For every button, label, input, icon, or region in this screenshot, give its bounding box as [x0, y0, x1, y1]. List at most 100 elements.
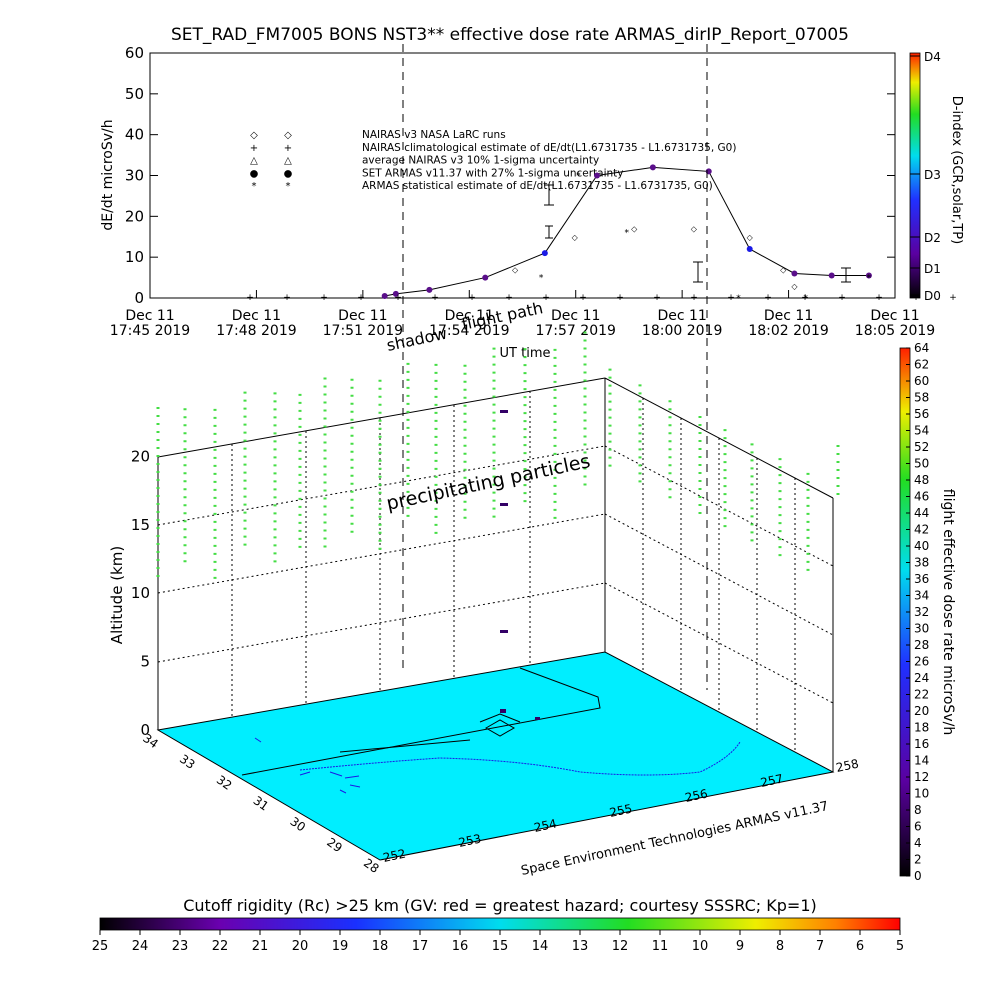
- x-tick-label-date: Dec 11: [232, 308, 281, 324]
- top-title: SET_RAD_FM7005 BONS NST3** effective dos…: [171, 25, 849, 45]
- dose-rate-tick-label: 4: [914, 836, 922, 850]
- cutoff-tick-label: 5: [896, 939, 904, 954]
- y-tick-label: 0: [134, 289, 144, 307]
- armas-point: [746, 246, 753, 252]
- dose-rate-tick-label: 8: [914, 803, 922, 817]
- dose-rate-tick-label: 48: [914, 473, 929, 487]
- altitude-ticks: 0 5 10 15 20: [131, 447, 150, 739]
- cutoff-tick-label: 11: [652, 939, 669, 954]
- x-tick-label-time: 17:51 2019: [323, 323, 403, 339]
- dose-rate-tick-label: 2: [914, 853, 922, 867]
- dose-rate-tick-label: 30: [914, 622, 929, 636]
- dose-rate-tick-label: 18: [914, 721, 929, 735]
- d-index-tick-label: D2: [924, 231, 941, 245]
- dose-rate-tick-label: 36: [914, 572, 929, 586]
- cutoff-tick-label: 16: [452, 939, 469, 954]
- x-tick-label-time: 17:57 2019: [535, 323, 615, 339]
- armas-point: [392, 290, 399, 297]
- legend-symbol: *: [252, 181, 257, 192]
- climatological-point: +: [246, 293, 254, 303]
- cutoff-tick-label: 9: [736, 939, 744, 954]
- latitude-tick-label: 33: [177, 752, 198, 772]
- top-y-ticks: 0 10 20 30 40 50 60: [125, 44, 895, 307]
- climatological-point: +: [579, 293, 587, 303]
- dose-rate-tick-label: 62: [914, 358, 929, 372]
- dose-rate-tick-label: 34: [914, 589, 929, 603]
- dose-rate-tick-label: 38: [914, 556, 929, 570]
- armas-statistical-point: *: [867, 274, 872, 284]
- longitude-ticks: 252 253 254 255 256 257 258: [382, 756, 860, 864]
- dose-rate-tick-label: 24: [914, 671, 929, 685]
- nairas-point: ◇: [512, 265, 519, 274]
- cutoff-rigidity-ticks: 25 24 23 22 21 20 19 18 17 16 15 14 13 12 11 10 9 8 7 6 5: [92, 930, 904, 954]
- climatological-point: +: [542, 293, 550, 303]
- legend-entry: NAIRAS v3 NASA LaRC runs: [362, 129, 506, 141]
- d-index-label: D-index (GCR,solar,TP): [949, 96, 964, 244]
- longitude-tick-label: 256: [684, 786, 709, 804]
- x-tick-label-date: Dec 11: [657, 308, 706, 324]
- longitude-tick-label: 254: [533, 816, 558, 834]
- longitude-tick-label: 258: [835, 756, 860, 774]
- latitude-tick-label: 30: [287, 814, 308, 834]
- x-tick-label-time: 17:54 2019: [429, 323, 509, 339]
- cutoff-rigidity-colorbar: [99, 917, 901, 931]
- longitude-tick-label: 255: [608, 801, 633, 819]
- armas-point: [791, 270, 798, 277]
- d-index-tick-label: D3: [924, 168, 941, 182]
- dose-rate-tick-label: 6: [914, 820, 922, 834]
- dose-rate-tick-label: 12: [914, 770, 929, 784]
- cutoff-tick-label: 18: [372, 939, 389, 954]
- legend-symbol: ●: [284, 168, 293, 179]
- armas-statistical-point: *: [736, 294, 741, 304]
- armas-point: [828, 272, 835, 279]
- armas-point: [482, 274, 489, 281]
- x-tick-label-date: Dec 11: [125, 308, 174, 324]
- x-tick-label-date: Dec 11: [870, 308, 919, 324]
- dose-rate-tick-label: 54: [914, 424, 929, 438]
- d-index-tick-label: D0: [924, 289, 941, 303]
- altitude-label: Altitude (km): [108, 546, 126, 644]
- legend-entry: SET ARMAS v11.37 with 27% 1-sigma uncert…: [362, 167, 624, 179]
- d-index-tick-label: D1: [924, 262, 941, 276]
- dose-rate-tick-label: 26: [914, 655, 929, 669]
- d-index-ticks: D0 D1 D2 D3 D4: [910, 50, 941, 303]
- climatological-point: +: [616, 293, 624, 303]
- dose-rate-tick-label: 40: [914, 539, 929, 553]
- climatological-point: +: [949, 293, 957, 303]
- cutoff-tick-label: 19: [332, 939, 349, 954]
- latitude-tick-label: 31: [251, 793, 272, 813]
- cutoff-tick-label: 15: [492, 939, 509, 954]
- legend-symbol: +: [284, 143, 292, 154]
- x-tick-label-time: 17:48 2019: [216, 323, 296, 339]
- cutoff-tick-label: 22: [212, 939, 229, 954]
- climatological-point: +: [505, 293, 513, 303]
- armas-point: [865, 272, 872, 279]
- dose-rate-tick-label: 32: [914, 605, 929, 619]
- armas-statistical-point: *: [803, 294, 808, 304]
- dose-rate-ticks: 0246810121416182022242628303234363840424…: [906, 341, 929, 883]
- armas-statistical-point: *: [576, 172, 581, 182]
- nairas-point: ◇: [572, 233, 579, 242]
- armas-point: [426, 286, 433, 293]
- altitude-tick-label: 10: [131, 584, 150, 602]
- climatological-point: +: [838, 293, 846, 303]
- legend-entry: ARMAS statistical estimate of dE/dt(L1.6…: [362, 180, 713, 192]
- dose-rate-tick-label: 58: [914, 391, 929, 405]
- armas-statistical-point: *: [539, 274, 544, 284]
- legend-symbol: ●: [250, 168, 259, 179]
- altitude-tick-label: 20: [131, 447, 150, 465]
- x-tick-label-date: Dec 11: [445, 308, 494, 324]
- legend-entry: NAIRAS climatological estimate of dE/dt(…: [362, 142, 736, 154]
- y-tick-label: 50: [125, 85, 144, 103]
- precipitating-particles-label: precipitating particles: [384, 450, 592, 515]
- legend-symbol: ◇: [284, 130, 292, 141]
- latitude-tick-label: 32: [214, 773, 235, 793]
- nairas-point: ◇: [791, 282, 798, 291]
- legend-symbol: ◇: [250, 130, 258, 141]
- d-index-colorbar: [909, 52, 921, 299]
- x-tick-label-date: Dec 11: [764, 308, 813, 324]
- curtain-dark-marks: [500, 410, 540, 720]
- cutoff-tick-label: 25: [92, 939, 109, 954]
- dose-rate-tick-label: 56: [914, 407, 929, 421]
